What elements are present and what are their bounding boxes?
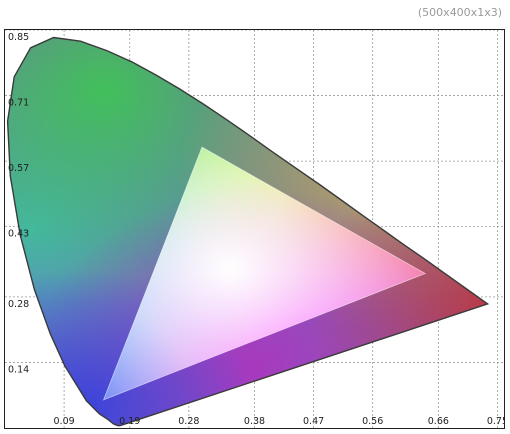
y-tick-label: 0.43: [8, 229, 29, 240]
x-tick-label: 0.66: [428, 416, 449, 427]
y-tick-label: 0.28: [8, 299, 29, 310]
y-tick-label: 0.85: [8, 32, 29, 43]
x-tick-label: 0.47: [303, 416, 324, 427]
window-title: (500x400x1x3): [417, 6, 502, 19]
chromaticity-diagram-svg: 0.09 0.19 0.28 0.38 0.47 0.56 0.66 0.75 0.85 0.7…: [5, 30, 504, 428]
y-tick-label: 0.14: [8, 364, 29, 375]
x-tick-label: 0.09: [54, 416, 75, 427]
y-axis-ticks: 0.85 0.71 0.57 0.43 0.28 0.14: [8, 32, 29, 375]
x-tick-label: 0.38: [244, 416, 265, 427]
x-tick-label: 0.19: [119, 416, 140, 427]
chromaticity-plot: 0.09 0.19 0.28 0.38 0.47 0.56 0.66 0.75 0.85 0.7…: [4, 29, 505, 429]
x-tick-label: 0.56: [362, 416, 383, 427]
x-tick-label: 0.28: [178, 416, 199, 427]
x-tick-label: 0.75: [487, 416, 504, 427]
x-axis-ticks: 0.09 0.19 0.28 0.38 0.47 0.56 0.66 0.75: [54, 416, 504, 427]
gamut-triangle-outline: [102, 146, 427, 401]
y-tick-label: 0.57: [8, 163, 29, 174]
spectral-locus-outline: [6, 36, 490, 427]
y-tick-label: 0.71: [8, 98, 29, 109]
